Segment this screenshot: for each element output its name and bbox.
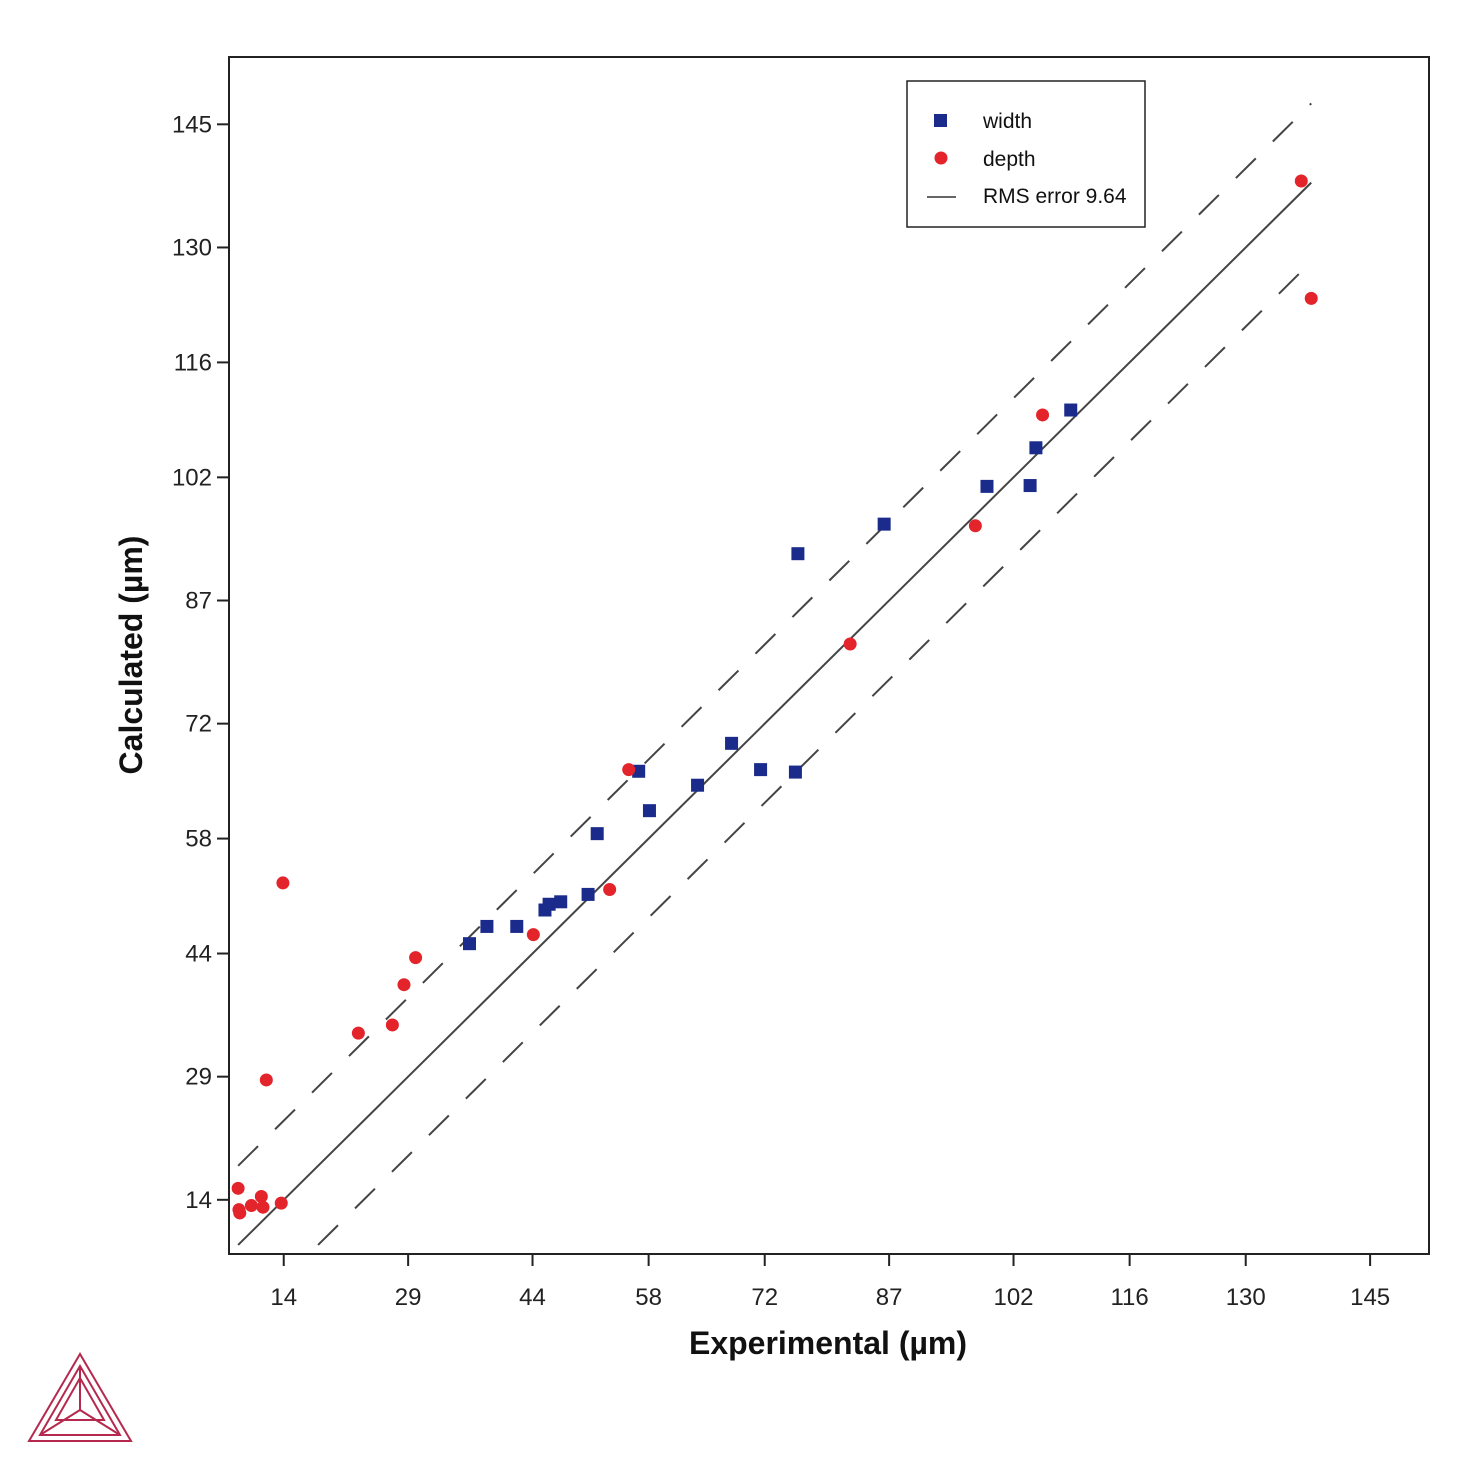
legend-rms-label: RMS error 9.64	[983, 185, 1127, 208]
y-tick-label: 58	[185, 826, 212, 853]
x-tick-label: 116	[1110, 1284, 1148, 1311]
y-tick-label: 102	[172, 464, 212, 491]
width-point	[542, 897, 556, 911]
depth-point	[397, 978, 411, 992]
width-point	[877, 517, 891, 531]
plot-frame	[228, 56, 1430, 1255]
width-point	[791, 547, 805, 561]
depth-point	[254, 1190, 268, 1204]
identity-line	[237, 181, 1312, 1246]
width-point	[980, 479, 994, 493]
depth-point	[244, 1199, 258, 1213]
width-point	[480, 919, 494, 933]
depth-point	[409, 951, 423, 965]
x-tick-label: 44	[519, 1284, 546, 1311]
width-point	[1064, 403, 1078, 417]
data-points	[231, 174, 1318, 1220]
width-point	[581, 887, 595, 901]
depth-point	[231, 1181, 245, 1195]
width-point	[462, 937, 476, 951]
x-tick-label: 58	[635, 1284, 662, 1311]
x-tick-label: 145	[1350, 1284, 1390, 1311]
width-point	[554, 895, 568, 909]
y-axis: 14 29 44 58 72 87 102 116 130 145	[172, 111, 229, 1214]
legend-box	[906, 80, 1146, 228]
depth-point	[603, 882, 617, 896]
y-tick-label: 72	[185, 711, 212, 738]
depth-point	[256, 1200, 270, 1214]
depth-point	[622, 763, 636, 777]
depth-point	[276, 876, 290, 890]
legend: width depth RMS error 9.64	[906, 80, 1146, 228]
depth-point	[233, 1206, 247, 1220]
depth-point	[259, 1073, 273, 1087]
depth-point	[968, 519, 982, 533]
depth-point	[526, 928, 540, 942]
width-point	[1023, 479, 1037, 493]
legend-width-label: width	[982, 110, 1032, 133]
lower-rms-line	[317, 261, 1312, 1246]
depth-point	[1304, 291, 1318, 305]
width-point	[754, 763, 768, 777]
y-tick-label: 29	[185, 1064, 212, 1091]
x-axis-title: Experimental (µm)	[689, 1325, 967, 1361]
depth-point	[351, 1026, 365, 1040]
x-tick-label: 130	[1226, 1284, 1266, 1311]
width-point	[590, 827, 604, 841]
y-tick-label: 14	[185, 1187, 212, 1214]
width-point	[1029, 441, 1043, 455]
reference-lines	[237, 102, 1312, 1246]
legend-depth-marker	[934, 151, 948, 165]
width-point	[788, 765, 802, 779]
y-tick-label: 130	[172, 234, 212, 261]
depth-point	[1294, 174, 1308, 188]
y-tick-label: 145	[172, 111, 212, 138]
depth-point	[385, 1018, 399, 1032]
y-axis-title: Calculated (µm)	[113, 536, 149, 775]
width-point	[510, 919, 524, 933]
depth-point	[843, 637, 857, 651]
x-axis: 14 29 44 58 72 87 102 116 130 145	[270, 1254, 1390, 1311]
x-tick-label: 72	[751, 1284, 778, 1311]
legend-width-marker	[934, 114, 947, 127]
width-point	[632, 764, 646, 778]
upper-rms-line	[237, 102, 1312, 1167]
width-point	[725, 736, 739, 750]
x-tick-label: 14	[270, 1284, 297, 1311]
width-point	[691, 778, 705, 792]
x-tick-label: 29	[395, 1284, 422, 1311]
y-tick-label: 87	[185, 587, 212, 614]
x-tick-label: 87	[876, 1284, 903, 1311]
thermo-calc-logo	[27, 1352, 133, 1442]
y-tick-label: 116	[174, 349, 212, 376]
depth-point	[274, 1196, 288, 1210]
width-point	[642, 804, 656, 818]
legend-depth-label: depth	[983, 148, 1036, 171]
y-tick-label: 44	[185, 941, 212, 968]
depth-point	[1036, 408, 1050, 422]
x-tick-label: 102	[993, 1284, 1033, 1311]
